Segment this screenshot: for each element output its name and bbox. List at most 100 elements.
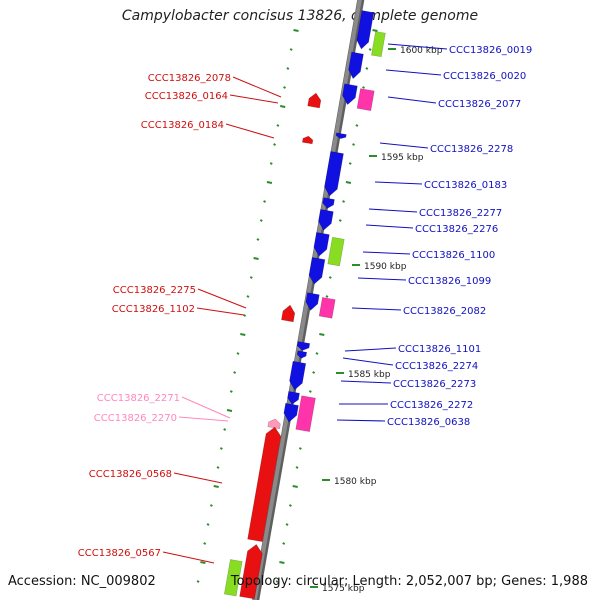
gene-shape bbox=[308, 257, 326, 285]
leader-line bbox=[162, 551, 215, 564]
gene-label-forward: CCC13826_0183 bbox=[424, 180, 507, 191]
gene-label-pseudo: CCC13826_2270 bbox=[94, 413, 177, 424]
leader-line bbox=[365, 224, 414, 229]
leader-line bbox=[340, 380, 392, 384]
leader-line bbox=[342, 357, 394, 366]
tick-mark bbox=[246, 295, 250, 298]
scale-label: 1575 kbp bbox=[322, 584, 365, 594]
tick-mark bbox=[315, 352, 319, 355]
gene-label-forward: CCC13826_2276 bbox=[415, 224, 498, 235]
gene-forward bbox=[296, 341, 311, 351]
scale-label: 1580 kbp bbox=[334, 477, 377, 487]
tick-mark bbox=[266, 181, 273, 184]
tick-mark bbox=[355, 124, 359, 127]
tick-mark bbox=[226, 409, 233, 412]
gene-forward bbox=[324, 151, 344, 197]
gene-label-forward: CCC13826_2082 bbox=[403, 306, 486, 317]
tick-mark bbox=[365, 67, 369, 70]
tick-mark bbox=[283, 86, 286, 89]
tick-mark bbox=[200, 561, 206, 564]
gene-forward bbox=[318, 209, 334, 231]
leader-line bbox=[357, 277, 407, 281]
tick-mark bbox=[273, 143, 276, 146]
gene-reverse bbox=[239, 544, 263, 600]
leader-line bbox=[336, 419, 386, 422]
gene-shape bbox=[327, 236, 345, 267]
leader-line bbox=[387, 96, 437, 104]
gene-forward bbox=[289, 360, 307, 391]
tick-mark bbox=[325, 295, 329, 298]
gene-reverse bbox=[247, 426, 282, 543]
gene-reverse bbox=[302, 135, 314, 145]
gene-pseudo bbox=[267, 418, 281, 430]
tick-mark bbox=[362, 86, 365, 89]
gene-forward bbox=[313, 232, 330, 257]
gene-forward bbox=[356, 10, 375, 50]
gene-shape bbox=[335, 132, 347, 139]
gene-label-forward: CCC13826_0638 bbox=[387, 417, 470, 428]
tick-mark bbox=[275, 580, 279, 583]
gene-label-reverse: CCC13826_2078 bbox=[148, 73, 231, 84]
gene-shape bbox=[307, 92, 322, 109]
leader-line bbox=[173, 472, 223, 484]
gene-label-forward: CCC13826_2273 bbox=[393, 379, 476, 390]
gene-label-reverse: CCC13826_0184 bbox=[141, 120, 224, 131]
leader-line bbox=[344, 347, 397, 352]
tick-mark bbox=[288, 504, 292, 507]
tick-mark bbox=[308, 390, 312, 393]
gene-shape bbox=[302, 135, 314, 145]
tick-mark bbox=[345, 181, 352, 184]
tick-mark bbox=[285, 523, 289, 526]
gene-shape bbox=[289, 360, 307, 391]
tick-mark bbox=[282, 542, 286, 545]
gene-shape bbox=[295, 395, 316, 432]
tick-mark bbox=[319, 333, 325, 336]
accession-text: Accession: NC_009802 bbox=[8, 574, 156, 589]
gene-shape bbox=[305, 292, 320, 311]
gene-label-reverse: CCC13826_0568 bbox=[89, 469, 172, 480]
tick-mark bbox=[368, 48, 372, 51]
gene-label-pseudo: CCC13826_2271 bbox=[97, 393, 180, 404]
leader-line bbox=[351, 307, 402, 311]
gene-shape bbox=[223, 559, 243, 597]
tick-mark bbox=[328, 276, 332, 279]
tick-mark bbox=[269, 162, 273, 165]
gene-shape bbox=[318, 209, 334, 231]
leader-line bbox=[196, 307, 245, 316]
gene-shape bbox=[239, 544, 263, 600]
tick-mark bbox=[276, 124, 280, 127]
gene-forward bbox=[308, 257, 326, 285]
gene-label-forward: CCC13826_2077 bbox=[438, 99, 521, 110]
scale-label: 1595 kbp bbox=[381, 153, 424, 163]
tick-mark bbox=[372, 29, 378, 32]
gene-label-reverse: CCC13826_0567 bbox=[78, 548, 161, 559]
gene-magenta bbox=[318, 296, 336, 319]
tick-mark bbox=[352, 143, 355, 146]
tick-mark bbox=[219, 447, 223, 450]
tick-mark bbox=[233, 371, 237, 374]
gene-shape bbox=[356, 10, 375, 50]
gene-forward bbox=[348, 51, 364, 80]
tick-mark bbox=[213, 485, 219, 488]
tick-mark bbox=[259, 219, 263, 222]
gene-label-forward: CCC13826_0019 bbox=[449, 45, 532, 56]
leader-line bbox=[368, 208, 418, 213]
gene-shape bbox=[296, 350, 308, 359]
tick-mark bbox=[312, 371, 316, 374]
gene-shape bbox=[267, 418, 281, 430]
gene-shape bbox=[342, 83, 358, 106]
leader-line bbox=[178, 416, 229, 422]
leader-line bbox=[362, 251, 411, 255]
tick-mark bbox=[216, 466, 220, 469]
scale-label: 1585 kbp bbox=[348, 370, 391, 380]
tick-mark bbox=[298, 447, 302, 450]
leader-line bbox=[232, 76, 282, 98]
gene-forward bbox=[305, 292, 320, 311]
gene-label-reverse: CCC13826_0164 bbox=[145, 91, 228, 102]
gene-shape bbox=[287, 391, 300, 405]
tick-mark bbox=[223, 428, 227, 431]
tick-mark bbox=[279, 561, 285, 564]
gene-label-forward: CCC13826_1100 bbox=[412, 250, 495, 261]
gene-magenta bbox=[356, 88, 375, 112]
